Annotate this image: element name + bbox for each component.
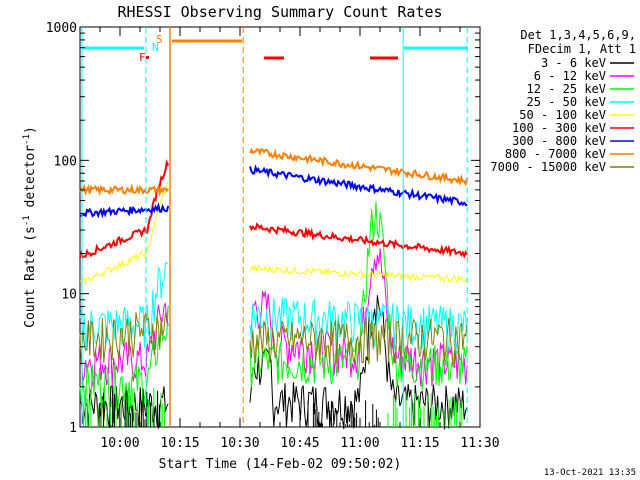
- flag-marker-f: [146, 56, 149, 59]
- series-line-6-pre: [79, 159, 170, 260]
- legend-header-line-2: FDecim 1, Att 1: [528, 42, 636, 56]
- series-line-4-pre: [79, 262, 169, 351]
- series-line-7-pre: [80, 202, 170, 219]
- legend: Det 1,3,4,5,6,9, FDecim 1, Att 1 3 - 6 k…: [490, 28, 636, 174]
- legend-label-2: 6 - 12 keV: [534, 69, 606, 83]
- legend-label-5: 50 - 100 keV: [519, 108, 606, 122]
- flag-label-s: S: [156, 33, 163, 46]
- series-line-5-post: [249, 264, 468, 284]
- x-tick-label: 11:15: [400, 436, 439, 451]
- timestamp: 13-Oct-2021 13:35: [544, 468, 636, 478]
- series-line-3-post: [249, 201, 468, 391]
- series-line-9-pre: [79, 311, 169, 365]
- y-tick-label: 10: [61, 288, 77, 303]
- y-tick-label: 100: [54, 154, 77, 169]
- series-line-9-post: [249, 317, 468, 365]
- x-tick-label: 11:00: [340, 436, 379, 451]
- x-tick-label: 11:30: [460, 436, 499, 451]
- series-line-6-post: [249, 222, 468, 259]
- series-line-8-pre: [79, 183, 170, 197]
- series-line-8-post: [249, 147, 468, 187]
- legend-header-line-1: Det 1,3,4,5,6,9,: [520, 28, 636, 42]
- flag-label-f: F: [139, 51, 146, 64]
- x-axis-label: Start Time (14-Feb-02 09:50:02): [159, 457, 402, 472]
- legend-label-7: 300 - 800 keV: [512, 134, 606, 148]
- y-tick-label: 1000: [46, 21, 77, 36]
- x-tick-label: 10:00: [100, 436, 139, 451]
- x-tick-label: 10:15: [160, 436, 199, 451]
- y-tick-label: 1: [69, 421, 77, 436]
- x-tick-label: 10:45: [280, 436, 319, 451]
- chart-title: RHESSI Observing Summary Count Rates: [117, 3, 442, 21]
- series-line-5-pre: [79, 181, 169, 286]
- legend-label-1: 3 - 6 keV: [541, 56, 606, 70]
- legend-label-3: 12 - 25 keV: [527, 82, 606, 96]
- legend-label-6: 100 - 300 keV: [512, 121, 606, 135]
- flag-label-n: N: [152, 41, 159, 54]
- x-tick-label: 10:30: [220, 436, 259, 451]
- y-axis-label: Count Rate (s-1 detector-1): [22, 126, 38, 328]
- legend-label-9: 7000 - 15000 keV: [490, 160, 606, 174]
- legend-label-4: 25 - 50 keV: [527, 95, 606, 109]
- legend-label-8: 800 - 7000 keV: [505, 147, 606, 161]
- series-line-7-post: [249, 164, 468, 207]
